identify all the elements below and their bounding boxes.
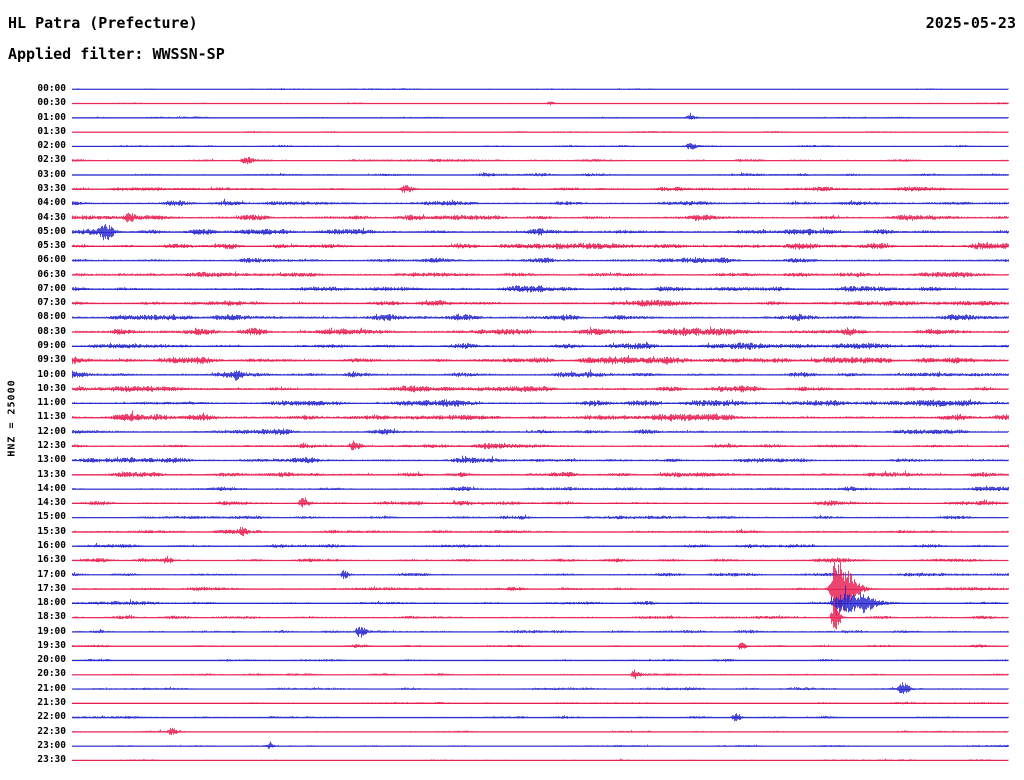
time-label: 14:30 bbox=[37, 497, 66, 509]
time-label: 04:30 bbox=[37, 211, 66, 223]
time-label: 01:30 bbox=[37, 125, 66, 137]
time-label: 05:00 bbox=[37, 225, 66, 237]
time-label: 06:30 bbox=[37, 268, 66, 280]
time-label: 16:30 bbox=[37, 554, 66, 566]
time-label: 11:30 bbox=[37, 411, 66, 423]
time-label: 00:00 bbox=[37, 83, 66, 94]
time-label: 21:00 bbox=[37, 682, 66, 694]
station-title: HL Patra (Prefecture) bbox=[8, 14, 198, 32]
time-label: 05:30 bbox=[37, 240, 66, 252]
time-label: 23:30 bbox=[37, 754, 66, 766]
time-label: 18:30 bbox=[37, 611, 66, 623]
time-label: 22:00 bbox=[37, 711, 66, 723]
y-axis-scale-label: HNZ = 25000 bbox=[6, 379, 18, 457]
time-label: 08:00 bbox=[37, 311, 66, 323]
time-label: 20:30 bbox=[37, 668, 66, 680]
time-label: 20:00 bbox=[37, 654, 66, 666]
time-label: 03:30 bbox=[37, 182, 66, 194]
time-label: 09:30 bbox=[37, 354, 66, 366]
time-label: 19:30 bbox=[37, 639, 66, 651]
time-label: 15:30 bbox=[37, 525, 66, 537]
time-label: 14:00 bbox=[37, 482, 66, 494]
time-label: 17:30 bbox=[37, 582, 66, 594]
time-label: 09:00 bbox=[37, 340, 66, 352]
time-label: 01:00 bbox=[37, 111, 66, 123]
time-label: 10:00 bbox=[37, 368, 66, 380]
time-label: 07:30 bbox=[37, 297, 66, 309]
time-label: 13:30 bbox=[37, 468, 66, 480]
time-label: 13:00 bbox=[37, 454, 66, 466]
time-label: 12:30 bbox=[37, 440, 66, 451]
time-label: 06:00 bbox=[37, 254, 66, 266]
time-label: 19:00 bbox=[37, 625, 66, 637]
time-label: 17:00 bbox=[37, 568, 66, 580]
time-label: 15:00 bbox=[37, 511, 66, 523]
time-label: 12:00 bbox=[37, 425, 66, 437]
time-label: 23:00 bbox=[37, 739, 66, 751]
time-label: 00:30 bbox=[37, 97, 66, 109]
date-label: 2025-05-23 bbox=[925, 14, 1016, 32]
time-label: 11:00 bbox=[37, 397, 66, 409]
time-label: 21:30 bbox=[37, 697, 66, 709]
time-label: 02:00 bbox=[37, 140, 66, 152]
time-label: 10:30 bbox=[37, 382, 66, 394]
time-label: 07:00 bbox=[37, 282, 66, 294]
filter-label: Applied filter: WWSSN-SP bbox=[8, 45, 225, 63]
time-label: 02:30 bbox=[37, 154, 66, 166]
time-label: 22:30 bbox=[37, 725, 66, 737]
time-label: 03:00 bbox=[37, 168, 66, 180]
time-label: 08:30 bbox=[37, 325, 66, 337]
time-label: 04:00 bbox=[37, 197, 66, 209]
time-label: 18:00 bbox=[37, 597, 66, 609]
time-label: 16:00 bbox=[37, 539, 66, 551]
